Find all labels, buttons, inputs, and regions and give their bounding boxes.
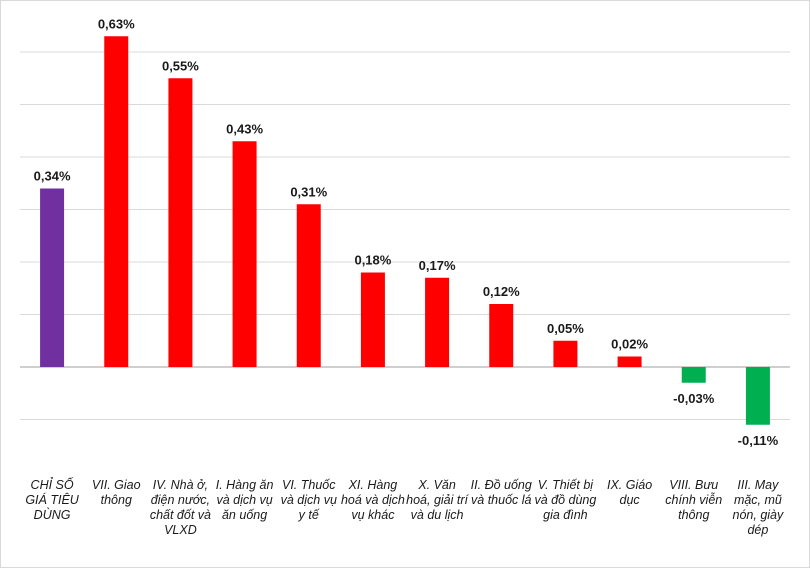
category-label: V. Thiết bị và đồ dùng gia đình [534, 478, 597, 522]
bar [360, 272, 385, 367]
data-label: 0,43% [226, 121, 263, 136]
bar [489, 304, 514, 367]
gridlines [20, 51, 790, 420]
category-label: X. Văn hoá, giải trí và du lịch [406, 478, 468, 522]
data-label: 0,55% [162, 58, 199, 73]
category-label: IX. Giáo dục [606, 478, 653, 507]
category-label: CHỈ SỐ GIÁ TIÊU DÙNG [25, 478, 79, 522]
data-label: -0,03% [673, 391, 715, 406]
bar [425, 277, 450, 367]
data-label: 0,05% [547, 321, 584, 336]
bar [168, 78, 193, 367]
bar [104, 36, 129, 367]
category-label: VIII. Bưu chính viễn thông [665, 478, 723, 522]
data-label: -0,11% [738, 433, 779, 448]
bar [681, 367, 706, 383]
data-label: 0,34% [34, 169, 71, 184]
bar [40, 188, 65, 367]
category-label: I. Hàng ăn và dịch vụ ăn uống [215, 478, 274, 522]
data-label: 0,63% [98, 16, 135, 31]
bar [745, 367, 770, 425]
bar [296, 204, 321, 367]
bar [553, 340, 578, 367]
data-labels: 0,34% 0,63% 0,55% 0,43% 0,31% 0,18% 0,17% 0,12%… [34, 16, 779, 448]
category-label: II. Đồ uống và thuốc lá [470, 478, 532, 507]
category-label: XI. Hàng hoá và dịch vụ khác [340, 478, 405, 522]
category-label: VII. Giao thông [91, 478, 141, 507]
bars [40, 36, 770, 425]
category-label: VI. Thuốc và dịch vụ y tế [280, 478, 337, 522]
bar [617, 356, 642, 367]
bar [232, 141, 257, 367]
data-label: 0,02% [611, 337, 648, 352]
category-label: III. May mặc, mũ nón, giày dép [732, 478, 784, 537]
data-label: 0,31% [290, 184, 327, 199]
data-label: 0,18% [354, 253, 391, 268]
category-label: IV. Nhà ở, điện nước, chất đốt và VLXD [149, 478, 211, 537]
data-label: 0,12% [483, 284, 520, 299]
data-label: 0,17% [419, 258, 456, 273]
